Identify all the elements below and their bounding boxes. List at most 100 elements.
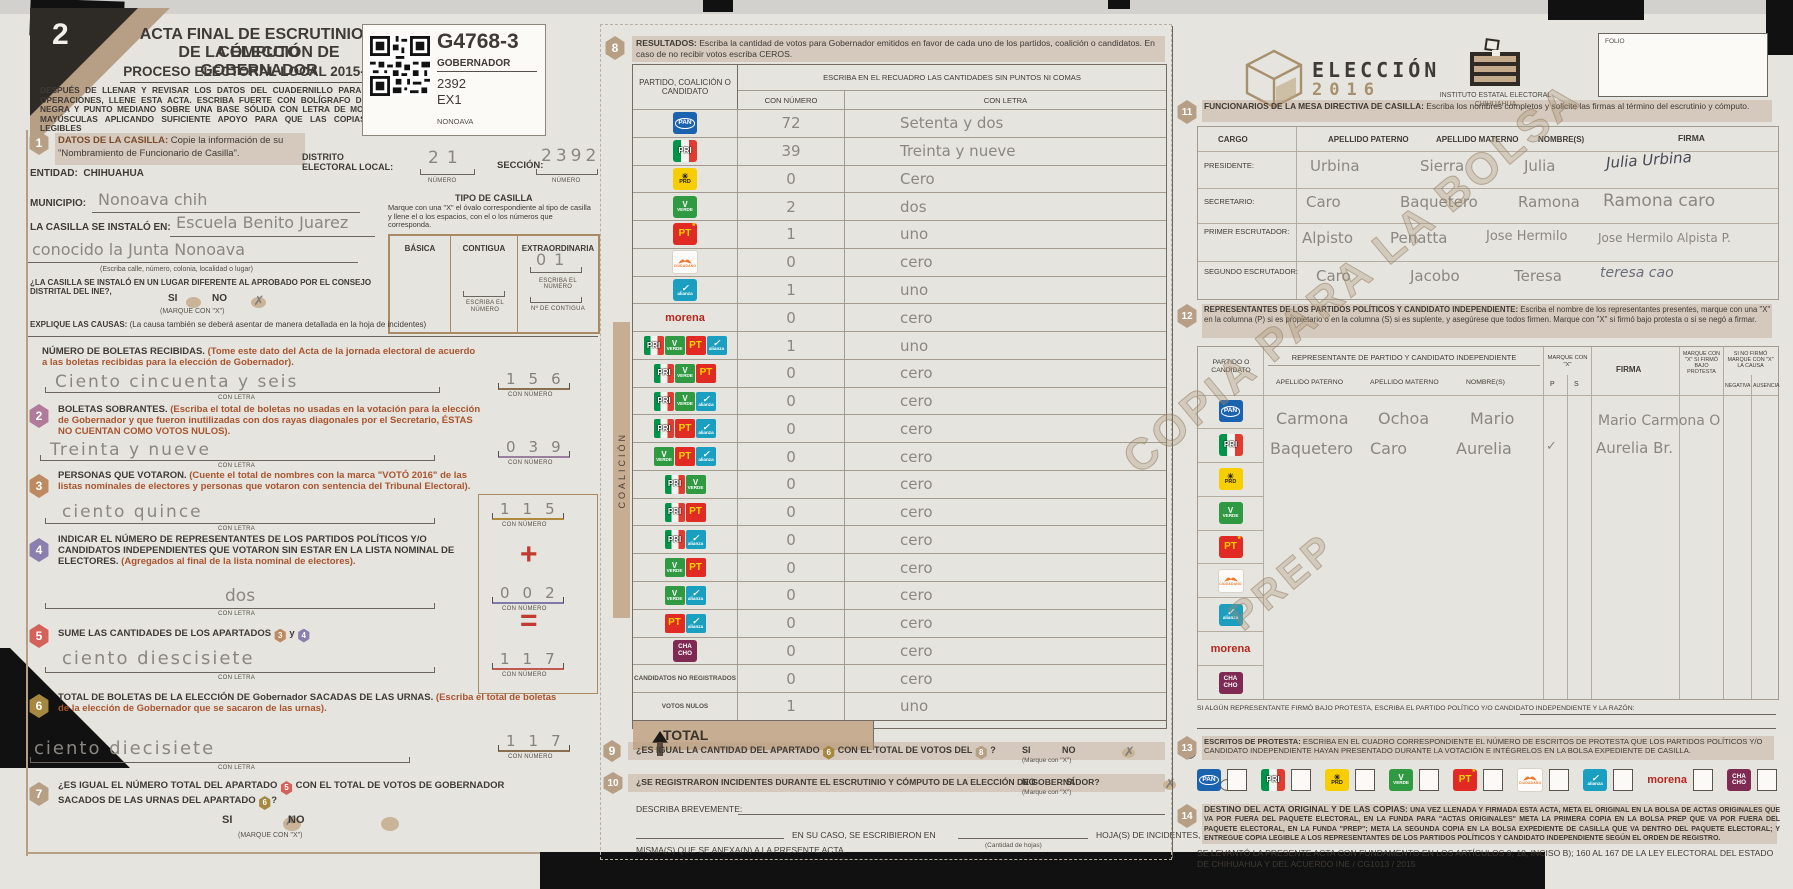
col-nombres: NOMBRE(S): [1538, 135, 1585, 144]
s5-label: SUME LAS CANTIDADES DE LOS APARTADOS 3 y…: [58, 628, 310, 643]
iee-logo: [1470, 38, 1520, 86]
b1-label: NÚMERO DE BOLETAS RECIBIDAS. (Tome este …: [42, 346, 476, 368]
folio-box: FOLIO: [1598, 33, 1768, 97]
mc-logo: CIUDADANO: [672, 250, 698, 275]
s1-si-label: SI: [168, 293, 178, 304]
row-verde-na: V VERDE ✓ alianza 0 cero: [633, 581, 1166, 609]
rep-pri-ps-mark: ✓: [1546, 439, 1557, 454]
tipo-basica: BÁSICA: [404, 244, 436, 253]
coalicion-label: COALICIÓN: [616, 431, 627, 509]
representantes-table: PARTIDO O CANDIDATO REPRESENTANTE DE PAR…: [1197, 346, 1780, 700]
s7-si-label: SI: [222, 814, 233, 826]
barcode-casilla: EX1: [437, 92, 462, 107]
s11-header: FUNCIONARIOS DE LA MESA DIRECTIVA DE CAS…: [1204, 101, 1750, 111]
row-morena: morena 0 cero: [633, 303, 1166, 332]
pt-logo: PT: [685, 336, 706, 355]
mc-logo: CIUDADANO: [1517, 768, 1544, 792]
s7-question: ¿ES IGUAL EL NÚMERO TOTAL DEL APARTADO 5…: [58, 780, 538, 810]
col-partido-candidato: PARTIDO O CANDIDATO: [1211, 359, 1251, 374]
doc-title-2: DE LA ELECCIÓN DE GOBERNADOR: [178, 44, 340, 79]
s4-label: INDICAR EL NÚMERO DE REPRESENTANTES DE L…: [58, 534, 455, 567]
prd-logo: ☀ PRD: [1325, 769, 1350, 791]
protesta-note: SI ALGÚN REPRESENTANTE FIRMÓ BAJO PROTES…: [1197, 705, 1635, 712]
doc-title-3: PROCESO ELECTORAL LOCAL 2015-2016: [120, 64, 398, 83]
mc-logo: CIUDADANO: [1217, 568, 1244, 593]
col-firma: FIRMA: [1678, 133, 1705, 143]
cantidad-hojas: (Cantidad de hojas): [985, 842, 1042, 849]
verde-logo: V VERDE: [1218, 502, 1243, 525]
col-representante: REPRESENTANTE DE PARTIDO Y CANDIDATO IND…: [1268, 353, 1540, 366]
rep-row-prd: ☀ PRD: [1198, 463, 1263, 497]
verde-logo: V VERDE: [1389, 769, 1414, 791]
corner-dark-triangle: [30, 8, 138, 116]
row-prd: ☀ PRD 0 Cero: [633, 164, 1166, 193]
row-pri-verde: PRI V VERDE 0 cero: [633, 469, 1166, 498]
row-pri-na: PRI ✓ alianza 0 cero: [633, 525, 1166, 554]
verde-logo: V VERDE: [673, 195, 697, 218]
row-pri-pt-na: PRI PT ✓ alianza 0 cero: [633, 414, 1166, 443]
col-ap-materno: APELLIDO MATERNO: [1436, 135, 1519, 144]
s2-numero: 039: [498, 438, 570, 458]
badge-10: 10: [603, 772, 623, 794]
chihuahua-label: CHIHUAHUA: [1474, 101, 1517, 108]
badge-11: 11: [1177, 100, 1197, 124]
prd-logo: ☀ PRD: [1218, 468, 1243, 491]
scan-mark: [1108, 0, 1130, 9]
rep-row-mc: CIUDADANO: [1198, 564, 1263, 599]
tipo-nocontigua: Nº DE CONTIGUA: [530, 306, 586, 312]
tipo-contigua: CONTIGUA: [462, 244, 506, 253]
morena-logo: morena: [1210, 642, 1251, 655]
row-pri: PRI 39 Treinta y nueve: [633, 136, 1166, 165]
col-protesta: MARQUE CON "X" SI FIRMÓ BAJO PROTESTA: [1682, 351, 1721, 375]
row-pt-na: PT ✓ alianza 0 cero: [633, 608, 1166, 637]
rep-row-morena: morena: [1198, 632, 1263, 667]
row-total: TOTAL: [633, 719, 1166, 750]
scan-mark: [1548, 0, 1644, 20]
s9-question: ¿ES IGUAL LA CANTIDAD DEL APARTADO 6 CON…: [636, 745, 996, 760]
badge-6: 6: [29, 694, 49, 718]
seccion-bracket: [536, 152, 598, 175]
s4-letra: dos: [225, 586, 256, 606]
seccion-label: SECCIÓN:: [497, 160, 544, 171]
pri-protesta-box: [1291, 769, 1312, 791]
row-pri-verde-na: PRI V VERDE ✓ alianza 0 cero: [633, 386, 1166, 415]
badge-7: 7: [29, 782, 49, 806]
s7-si-oval-marked: [282, 813, 301, 831]
barcode-municipio: NONOAVA: [437, 117, 474, 126]
municipio-line: [92, 212, 360, 213]
pri-logo: PRI: [1261, 769, 1286, 791]
instalada-value1: Escuela Benito Juarez: [176, 213, 349, 232]
left-rule: [26, 130, 28, 856]
pan-logo: PAN: [673, 112, 697, 135]
verde-protesta-box: [1419, 769, 1440, 791]
s3-label: PERSONAS QUE VOTARON. (Cuente el total d…: [58, 470, 471, 492]
morena-logo: morena: [1647, 774, 1687, 786]
s9-si-oval-marked: [1121, 744, 1135, 760]
col-firma-rep: FIRMA: [1616, 365, 1642, 374]
highlight: [55, 133, 305, 165]
s7-no-label: NO: [288, 814, 305, 826]
equals-sign: =: [520, 604, 538, 637]
col-ap-paterno: APELLIDO PATERNO: [1328, 135, 1409, 144]
na-logo: ✓ alianza: [1218, 603, 1243, 626]
chacho-logo: CHA CHO: [673, 639, 697, 662]
badge-13: 13: [1177, 736, 1197, 760]
s14-text: DESTINO DEL ACTA ORIGINAL Y DE LAS COPIA…: [1204, 804, 1780, 843]
s13-header: ESCRITOS DE PROTESTA: ESCRIBA EN EL CUAD…: [1204, 737, 1763, 756]
instalada-value2: conocido la Junta Nonoava: [32, 240, 246, 259]
firma-secretario: Ramona caro: [1603, 191, 1716, 211]
col-no-firmo: SI NO FIRMÓ MARQUE CON "X" LA CAUSA: [1727, 351, 1774, 369]
tipo-title: TIPO DE CASILLA: [455, 193, 533, 203]
rep-row-pt: ★ PT: [1198, 531, 1263, 565]
tipo-text: Marque con una "X" el óvalo correspondie…: [388, 203, 591, 230]
s6-letra: ciento diecisiete: [34, 738, 216, 759]
rep-row-verde: V VERDE: [1198, 497, 1263, 531]
s1-marque: (MARQUE CON "X"): [160, 308, 225, 315]
row-verde-pt: V VERDE PT 0 cero: [633, 553, 1166, 582]
morena-protesta-box: [1692, 769, 1713, 791]
pan-logo: PAN: [1197, 769, 1221, 791]
seccion-caption: NÚMERO: [552, 178, 581, 184]
scan-mark: [540, 852, 1545, 889]
col-marque-x: MARQUE CON "X": [1547, 355, 1588, 368]
